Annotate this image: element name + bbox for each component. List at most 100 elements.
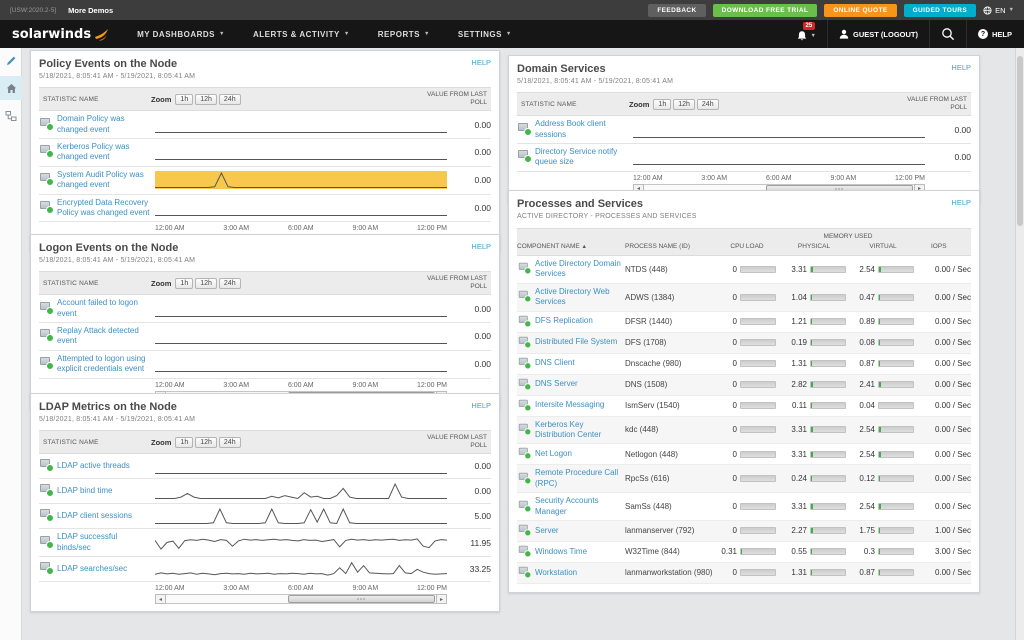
panel-title: Policy Events on the Node [39,58,178,70]
nav-reports[interactable]: REPORTS ▼ [377,29,430,39]
statistic-link[interactable]: Replay Attack detected event [57,326,139,346]
edit-page-button[interactable] [0,48,22,72]
zoom-12h-button[interactable]: 12h [195,436,217,448]
statistic-link[interactable]: Attempted to logon using explicit creden… [57,353,146,374]
component-link[interactable]: Kerberos Key Distribution Center [535,419,602,439]
nav-alerts-activity[interactable]: ALERTS & ACTIVITY ▼ [252,29,350,39]
help-link[interactable]: HELP [471,242,491,251]
chart-scrollbar-thumb[interactable] [287,595,435,604]
zoom-1h-button[interactable]: 1h [653,98,672,110]
component-link[interactable]: Remote Procedure Call (RPC) [535,468,619,488]
scroll-right-arrow[interactable]: ▸ [436,594,447,605]
statistic-link[interactable]: Domain Policy was changed event [57,114,125,134]
help-link[interactable]: HELP [471,58,491,67]
chart-scrollbar-track[interactable] [166,594,436,605]
nav-my-dashboards[interactable]: MY DASHBOARDS ▼ [137,29,225,39]
help-link[interactable]: HELP [951,63,971,72]
column-virtual[interactable]: VIRTUAL [869,243,897,250]
page-scrollbar[interactable] [1015,48,1024,640]
statistic-link[interactable]: Directory Service notify queue size [535,147,618,167]
statistic-row: LDAP client sessions 5.00 [39,504,491,530]
column-component-name[interactable]: COMPONENT NAME ▲ [517,243,587,250]
axis-label: 12:00 PM [417,225,447,233]
component-link[interactable]: Active Directory Web Services [535,286,610,307]
statistic-row: Kerberos Policy was changed event 0.00 [39,139,491,167]
chart-scrollbar[interactable]: ◂ ▸ [155,594,447,605]
zoom-24h-button[interactable]: 24h [218,436,241,448]
scroll-left-arrow[interactable]: ◂ [155,594,166,605]
zoom-12h-button[interactable]: 12h [673,98,695,110]
page-scrollbar-thumb[interactable] [1017,56,1023,226]
physical-memory-bar [810,426,846,434]
component-link[interactable]: Windows Time [535,546,588,556]
component-link[interactable]: Active Directory Domain Services [535,259,621,279]
more-demos-link[interactable]: More Demos [68,5,114,15]
zoom-1h-button[interactable]: 1h [175,436,194,448]
column-iops[interactable]: IOPS [931,243,947,250]
panel-title: LDAP Metrics on the Node [39,401,177,413]
network-topology-button[interactable] [0,104,22,128]
nav-settings[interactable]: SETTINGS ▼ [457,29,512,39]
globe-icon [983,5,992,15]
statistic-link[interactable]: Kerberos Policy was changed event [57,142,130,162]
component-link[interactable]: DNS Server [535,379,578,389]
component-link[interactable]: Distributed File System [535,337,618,347]
zoom-24h-button[interactable]: 24h [218,93,241,105]
help-button[interactable]: ? HELP [977,29,1012,39]
statistic-link[interactable]: LDAP successful binds/sec [57,532,118,552]
component-link[interactable]: DNS Client [535,358,575,368]
statistic-link[interactable]: LDAP searches/sec [57,563,128,573]
language-selector[interactable]: EN ▼ [983,6,1014,15]
zoom-24h-button[interactable]: 24h [696,98,719,110]
virtual-memory-value: 2.54 [859,502,875,512]
axis-label: 12:00 AM [155,585,185,593]
notifications-button[interactable]: 25 ▼ [796,22,816,42]
zoom-12h-button[interactable]: 12h [195,277,217,289]
physical-memory-value: 1.21 [791,317,807,327]
statistic-link[interactable]: System Audit Policy was changed event [57,169,144,190]
component-link[interactable]: Net Logon [535,449,572,459]
column-physical[interactable]: PHYSICAL [797,243,831,250]
statistic-row: LDAP active threads 0.00 [39,454,491,480]
virtual-memory-bar [878,548,914,556]
component-status-icon [518,524,534,538]
statistic-link[interactable]: Account failed to logon event [57,298,138,318]
statistic-name-header: STATISTIC NAME [43,438,99,446]
zoom-1h-button[interactable]: 1h [175,93,194,105]
component-link[interactable]: Intersite Messaging [535,400,605,410]
zoom-12h-button[interactable]: 12h [195,93,217,105]
component-link[interactable]: Security Accounts Manager [535,496,599,516]
component-link[interactable]: Workstation [535,567,578,577]
column-cpu-load[interactable]: CPU LOAD [730,243,764,250]
process-row: Workstation lanmanworkstation (980) 0 1.… [517,562,971,584]
component-status-icon [518,500,534,513]
online-quote-button[interactable]: ONLINE QUOTE [824,3,897,17]
guided-tours-button[interactable]: GUIDED TOURS [903,3,977,17]
panel-domain-services: Domain Services 5/18/2021, 8:05:41 AM - … [508,55,980,202]
search-button[interactable] [941,27,955,41]
help-link[interactable]: HELP [951,198,971,207]
home-button[interactable] [0,76,22,100]
zoom-24h-button[interactable]: 24h [218,277,241,289]
physical-memory-bar [810,360,846,368]
help-link[interactable]: HELP [471,401,491,410]
statistic-link[interactable]: LDAP bind time [57,486,113,496]
component-link[interactable]: DFS Replication [535,316,593,326]
statistic-status-icon [39,484,57,498]
component-link[interactable]: Server [535,525,559,535]
solarwinds-logo[interactable]: solarwinds [12,27,109,42]
user-menu[interactable]: GUEST (LOGOUT) [839,29,918,39]
feedback-button[interactable]: FEEDBACK [648,3,706,17]
component-status-icon [518,290,534,304]
statistic-link[interactable]: LDAP active threads [57,461,130,471]
statistic-link[interactable]: Address Book client sessions [535,119,606,139]
zoom-1h-button[interactable]: 1h [175,277,194,289]
sparkline-chart [155,199,447,217]
download-free-trial-button[interactable]: DOWNLOAD FREE TRIAL [712,3,818,17]
column-process-name[interactable]: PROCESS NAME (ID) [625,243,691,250]
statistic-link[interactable]: LDAP client sessions [57,511,132,521]
statistic-name-header: STATISTIC NAME [43,279,99,287]
statistic-status-icon [39,459,57,473]
statistic-link[interactable]: Encrypted Data Recovery Policy was chang… [57,197,150,217]
axis-label: 6:00 AM [765,174,792,182]
